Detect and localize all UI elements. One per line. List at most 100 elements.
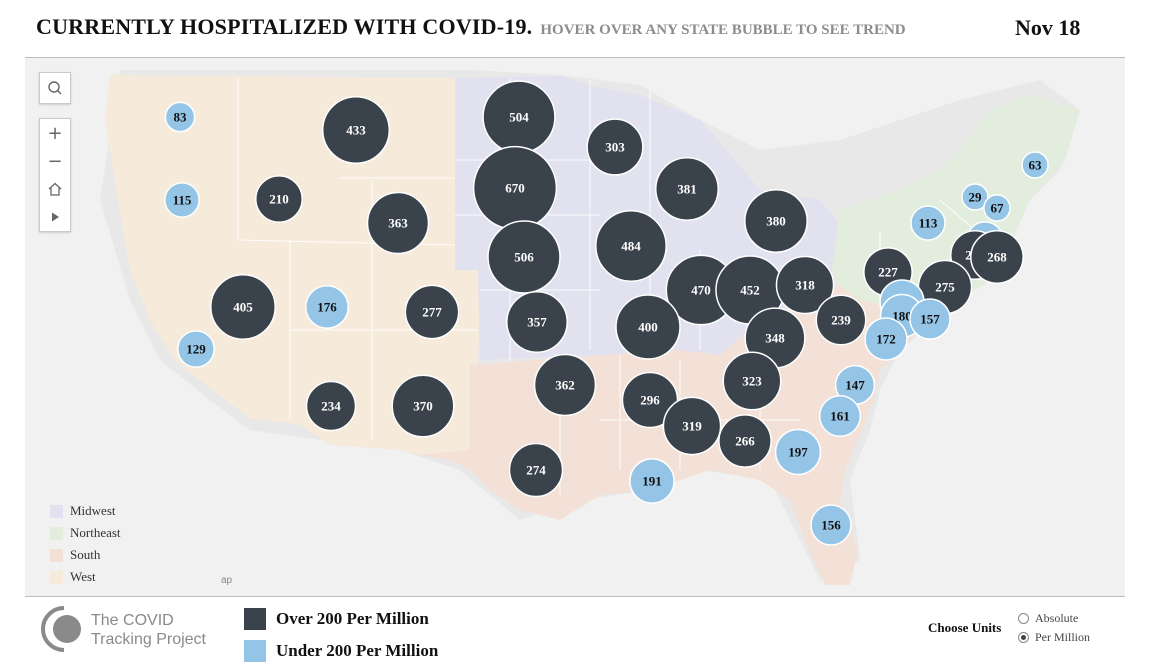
state-bubble[interactable]: 67 [983, 194, 1011, 222]
state-bubble[interactable]: 277 [404, 284, 460, 340]
bubble-under[interactable] [1021, 151, 1049, 179]
bubble-value: 318 [795, 278, 815, 293]
state-bubble[interactable]: 63 [1021, 151, 1049, 179]
bubble-under[interactable] [961, 183, 989, 211]
logo-line-1: The COVID [91, 612, 174, 629]
state-bubble[interactable]: 83 [164, 101, 196, 133]
state-bubble[interactable]: 433 [321, 95, 391, 165]
bubble-under[interactable] [774, 428, 822, 476]
state-bubble[interactable]: 363 [366, 191, 430, 255]
state-bubble[interactable]: 172 [864, 317, 908, 361]
bubble-over[interactable] [595, 210, 667, 282]
title-subtitle: HOVER OVER ANY STATE BUBBLE TO SEE TREND [540, 22, 906, 38]
bubble-over[interactable] [366, 191, 430, 255]
bottom-divider [25, 596, 1125, 597]
state-bubble[interactable]: 381 [655, 157, 719, 221]
bubble-under[interactable] [164, 101, 196, 133]
state-bubble[interactable]: 191 [629, 458, 675, 504]
state-bubble[interactable]: 239 [815, 294, 867, 346]
state-bubble[interactable]: 370 [391, 374, 455, 438]
bubble-over[interactable] [815, 294, 867, 346]
state-bubble[interactable]: 113 [910, 205, 946, 241]
bubble-over[interactable] [615, 294, 681, 360]
state-bubble[interactable]: 268 [970, 230, 1024, 284]
state-bubble[interactable]: 176 [305, 285, 349, 329]
state-bubble[interactable]: 234 [305, 380, 357, 432]
state-bubble[interactable]: 319 [662, 396, 722, 456]
bubble-over[interactable] [506, 291, 568, 353]
search-button[interactable] [39, 72, 71, 104]
bubble-under[interactable] [864, 317, 908, 361]
state-bubble[interactable]: 362 [533, 353, 597, 417]
state-bubble[interactable]: 266 [718, 414, 772, 468]
bubble-under[interactable] [629, 458, 675, 504]
state-bubble[interactable]: 357 [506, 291, 568, 353]
radio-per-million[interactable] [1018, 632, 1029, 643]
state-bubble[interactable]: 318 [775, 255, 835, 315]
bubble-over[interactable] [621, 371, 679, 429]
state-bubble[interactable]: 210 [255, 175, 303, 223]
bubble-under[interactable] [910, 205, 946, 241]
state-bubble[interactable]: 303 [586, 118, 644, 176]
bubble-over[interactable] [662, 396, 722, 456]
over-swatch [244, 608, 266, 630]
bubble-over[interactable] [718, 414, 772, 468]
state-bubble[interactable]: 157 [909, 298, 951, 340]
bubble-under[interactable] [164, 182, 200, 218]
map-canvas[interactable]: 83 433 504 303 63 115 210 670 381 29 67 363 380 113 12… [25, 58, 1125, 596]
state-bubble[interactable]: 504 [482, 80, 556, 154]
state-bubble[interactable]: 296 [621, 371, 679, 429]
bubble-over[interactable] [391, 374, 455, 438]
bubble-over[interactable] [487, 220, 561, 294]
state-bubble[interactable]: 380 [744, 189, 808, 253]
bubble-under[interactable] [810, 504, 852, 546]
title-main: CURRENTLY HOSPITALIZED WITH COVID-19. [36, 14, 533, 39]
state-bubble[interactable]: 400 [615, 294, 681, 360]
state-bubble[interactable]: 197 [774, 428, 822, 476]
bubble-under[interactable] [983, 194, 1011, 222]
bubble-under[interactable] [818, 394, 862, 438]
zoom-controls: + − [39, 118, 71, 232]
bubble-over[interactable] [404, 284, 460, 340]
state-bubble[interactable]: 161 [818, 394, 862, 438]
units-option-per-million[interactable]: Per Million [1018, 628, 1090, 647]
bubble-under[interactable] [177, 330, 215, 368]
bubble-over[interactable] [970, 230, 1024, 284]
state-bubble[interactable]: 156 [810, 504, 852, 546]
bubble-over[interactable] [508, 442, 564, 498]
play-button[interactable] [40, 203, 70, 231]
zoom-out-button[interactable]: − [47, 150, 63, 172]
bubble-over[interactable] [655, 157, 719, 221]
bubble-value: 470 [691, 283, 711, 298]
units-option-absolute[interactable]: Absolute [1018, 609, 1090, 628]
bubble-under[interactable] [305, 285, 349, 329]
state-bubble[interactable]: 147 [834, 364, 876, 406]
state-bubble[interactable]: 115 [164, 182, 200, 218]
bubble-value: 296 [640, 393, 660, 408]
state-bubble[interactable]: 506 [487, 220, 561, 294]
bubble-over[interactable] [210, 274, 276, 340]
bubble-under[interactable] [909, 298, 951, 340]
state-bubble[interactable]: 484 [595, 210, 667, 282]
bubble-over[interactable] [255, 175, 303, 223]
home-button[interactable] [40, 175, 70, 203]
bubble-over[interactable] [321, 95, 391, 165]
state-bubble[interactable]: 29 [961, 183, 989, 211]
bubble-over[interactable] [775, 255, 835, 315]
state-bubble[interactable]: 405 [210, 274, 276, 340]
bubble-value: 227 [878, 265, 898, 280]
state-bubble[interactable]: 670 [472, 145, 558, 231]
bubble-over[interactable] [586, 118, 644, 176]
bubble-over[interactable] [305, 380, 357, 432]
bubble-over[interactable] [722, 351, 782, 411]
bubble-over[interactable] [744, 189, 808, 253]
zoom-in-button[interactable]: + [47, 122, 63, 144]
bubble-value: 400 [638, 320, 658, 335]
state-bubble[interactable]: 129 [177, 330, 215, 368]
legend-label: West [70, 569, 96, 584]
region-legend: Midwest Northeast South West [50, 500, 121, 588]
radio-absolute[interactable] [1018, 613, 1029, 624]
state-bubble[interactable]: 323 [722, 351, 782, 411]
bubble-over[interactable] [533, 353, 597, 417]
state-bubble[interactable]: 274 [508, 442, 564, 498]
